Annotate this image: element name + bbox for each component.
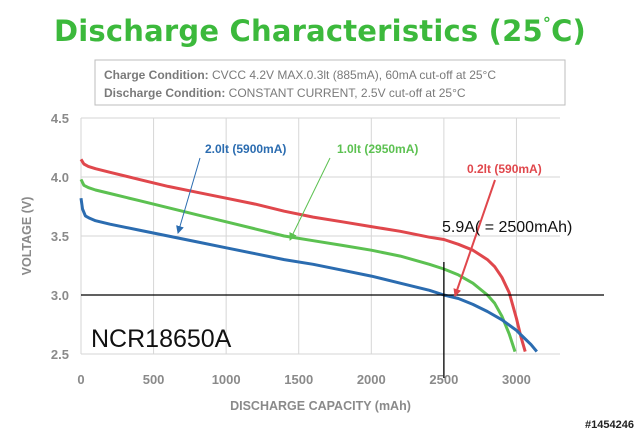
y-tick-label: 3.5 [51, 229, 69, 244]
series-label-2: 2.0lt (5900mA) [205, 142, 286, 156]
charge-condition-text: CVCC 4.2V MAX.0.3lt (885mA), 60mA cut-of… [209, 68, 497, 82]
discharge-condition-text: CONSTANT CURRENT, 2.5V cut-off at 25°C [225, 86, 466, 100]
series-pointer-arrow [289, 157, 331, 241]
y-tick-label: 3.0 [51, 288, 69, 303]
x-tick-label: 2000 [357, 372, 386, 387]
reference-crosshair [81, 262, 604, 378]
chart-title-end: C) [551, 14, 586, 48]
series-pointer-arrow [453, 179, 496, 297]
chart-title-main: Discharge Characteristics (25 [53, 14, 543, 48]
y-tick-label: 4.0 [51, 170, 69, 185]
x-tick-label: 1500 [284, 372, 313, 387]
discharge-condition-label: Discharge Condition: [104, 86, 225, 100]
discharge-condition: Discharge Condition: CONSTANT CURRENT, 2… [104, 86, 466, 100]
watermark: #1454246 [585, 419, 634, 431]
charge-condition-label: Charge Condition: [104, 68, 209, 82]
model-label: NCR18650A [91, 325, 232, 353]
series-label-1: 1.0lt (2950mA) [337, 142, 418, 156]
chart-title: Discharge Characteristics (25°C) [0, 14, 640, 48]
series-line-1 [79, 178, 517, 353]
series-lines [79, 158, 538, 353]
grid [80, 117, 560, 355]
annotation-text: 5.9A( = 2500mAh) [442, 219, 572, 236]
series-label-0: 0.2lt (590mA) [467, 162, 542, 176]
series-line-2 [79, 197, 538, 353]
series-line-0 [79, 158, 527, 353]
y-tick-label: 4.5 [51, 111, 69, 126]
x-tick-label: 500 [143, 372, 165, 387]
x-tick-label: 0 [77, 372, 84, 387]
charge-condition: Charge Condition: CVCC 4.2V MAX.0.3lt (8… [104, 68, 496, 82]
x-tick-label: 2500 [429, 372, 458, 387]
degree-symbol: ° [542, 14, 552, 33]
series-labels: 0.2lt (590mA) 1.0lt (2950mA) 2.0lt (5900mA… [176, 142, 542, 297]
axis-ticks: 0 500 1000 1500 2000 2500 3000 2.5 3.0 3.5 4.0 4.5 [51, 111, 531, 387]
x-axis-label: DISCHARGE CAPACITY (mAh) [230, 399, 411, 413]
x-tick-label: 1000 [212, 372, 241, 387]
conditions-box [94, 59, 566, 106]
y-axis-label: VOLTAGE (V) [20, 197, 34, 276]
y-tick-label: 2.5 [51, 347, 69, 362]
series-pointer-arrow [176, 157, 201, 234]
x-tick-label: 3000 [502, 372, 531, 387]
